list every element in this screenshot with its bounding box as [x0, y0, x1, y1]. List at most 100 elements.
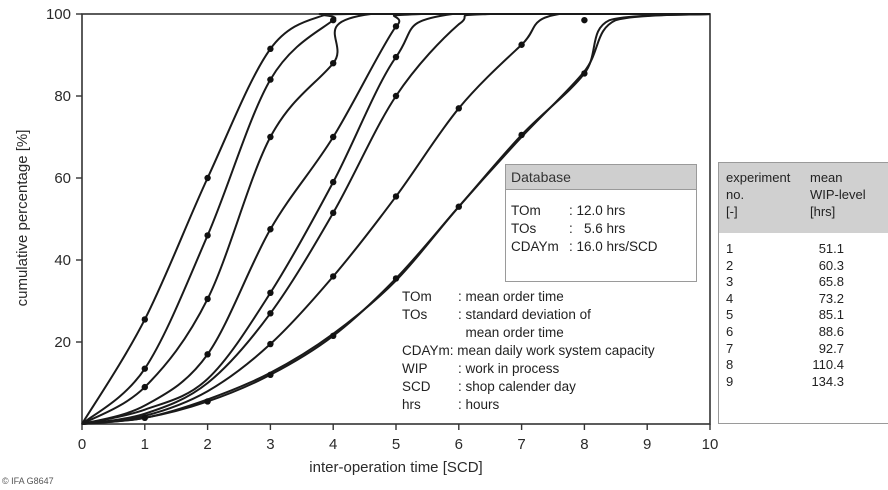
- header-line: [hrs]: [810, 204, 836, 219]
- data-point: [455, 203, 462, 210]
- legend-row: mean order time: [402, 324, 655, 342]
- data-point: [330, 133, 337, 141]
- experiment-no: 4: [726, 290, 734, 306]
- data-point: [204, 232, 211, 239]
- database-value: : 16.0 hrs/SCD: [569, 239, 658, 254]
- table-row: 4 73.2: [726, 291, 888, 308]
- wip-level-value: 85.1: [818, 307, 844, 323]
- wip-level-value: 73.2: [818, 290, 844, 306]
- data-point: [330, 60, 337, 67]
- y-axis-label: cumulative percentage [%]: [14, 130, 31, 307]
- table-row: 9 134.3: [726, 374, 888, 391]
- data-point: [267, 310, 274, 317]
- x-tick-label: 0: [78, 436, 86, 453]
- wip-level-value: 65.8: [818, 274, 844, 290]
- x-tick-label: 2: [203, 436, 211, 453]
- table-row: 8 110.4: [726, 357, 888, 374]
- data-point: [141, 316, 148, 323]
- legend-value: mean order time: [458, 325, 564, 340]
- legend-row: TOs : standard deviation of: [402, 306, 655, 324]
- data-point: [581, 16, 588, 24]
- data-point: [518, 41, 525, 48]
- database-key: TOm: [511, 203, 541, 218]
- database-row: TOm: 12.0 hrs: [511, 202, 696, 220]
- y-tick-label: 100: [46, 6, 71, 23]
- database-row: TOs : 5.6 hrs: [511, 220, 696, 238]
- experiment-no: 2: [726, 257, 734, 273]
- data-point: [267, 226, 274, 233]
- experiment-no: 8: [726, 357, 734, 373]
- legend-key: CDAYm:: [402, 343, 454, 358]
- data-point: [392, 275, 400, 282]
- database-rows: TOm: 12.0 hrs TOs : 5.6 hrs CDAYm : 16.0 hrs…: [506, 190, 696, 256]
- y-tick-label: 20: [54, 334, 71, 351]
- data-point: [581, 70, 588, 77]
- data-point: [267, 371, 274, 378]
- legend-row: hrs : hours: [402, 396, 655, 414]
- data-point: [204, 295, 211, 303]
- legend-value: : shop calender day: [458, 379, 576, 394]
- table-header: experiment no. [-] mean WIP-level [hrs]: [719, 163, 888, 233]
- data-point: [267, 133, 274, 141]
- x-tick-label: 3: [266, 436, 274, 453]
- data-point: [141, 383, 148, 391]
- data-point: [267, 289, 274, 296]
- table-row: 6 88.6: [726, 324, 888, 341]
- header-experiment: experiment no. [-]: [726, 169, 810, 233]
- x-tick-label: 5: [392, 436, 400, 453]
- copyright-note: © IFA G8647: [2, 476, 54, 486]
- legend-row: WIP: work in process: [402, 360, 655, 378]
- legend-value: : hours: [458, 397, 500, 412]
- y-tick-label: 80: [54, 88, 71, 105]
- data-point: [392, 193, 400, 200]
- database-key: TOs: [511, 221, 537, 236]
- table-row: 1 51.1: [726, 241, 888, 258]
- database-row: CDAYm : 16.0 hrs/SCD: [511, 238, 696, 256]
- experiment-no: 6: [726, 323, 734, 339]
- x-tick-label: 4: [329, 436, 337, 453]
- x-axis-label: inter-operation time [SCD]: [309, 459, 482, 476]
- database-value: : 5.6 hrs: [569, 221, 626, 236]
- legend-row: TOm: mean order time: [402, 288, 655, 306]
- header-line: [-]: [726, 204, 738, 219]
- experiment-no: 1: [726, 241, 734, 256]
- y-tick-label: 40: [54, 252, 71, 269]
- data-point: [392, 92, 400, 100]
- header-line: WIP-level: [810, 187, 866, 202]
- data-point: [330, 16, 337, 24]
- data-point: [455, 105, 462, 112]
- legend-row: CDAYm: mean daily work system capacity: [402, 342, 655, 360]
- data-point: [204, 174, 211, 182]
- database-key: CDAYm: [511, 239, 559, 254]
- data-point: [267, 76, 274, 83]
- database-title: Database: [506, 165, 696, 190]
- data-point: [392, 53, 400, 61]
- legend-key: WIP: [402, 361, 428, 376]
- legend-row: SCD : shop calender day: [402, 378, 655, 396]
- data-point: [330, 332, 337, 340]
- data-point: [392, 23, 400, 30]
- legend-key: TOs: [402, 307, 428, 322]
- legend-key: hrs: [402, 397, 421, 412]
- table-row: 7 92.7: [726, 341, 888, 358]
- x-tick-label: 6: [455, 436, 463, 453]
- legend-value: mean daily work system capacity: [453, 343, 655, 358]
- data-point: [330, 178, 337, 186]
- experiment-no: 9: [726, 373, 734, 389]
- database-box: Database TOm: 12.0 hrs TOs : 5.6 hrs CDAYm:…: [505, 164, 697, 282]
- legend-key: SCD: [402, 379, 431, 394]
- wip-table: experiment no. [-] mean WIP-level [hrs] 1 51.…: [718, 162, 888, 424]
- wip-level-value: 134.3: [811, 373, 844, 389]
- data-point: [141, 365, 148, 372]
- table-row: 3 65.8: [726, 274, 888, 291]
- wip-level-value: 60.3: [818, 257, 844, 273]
- experiment-no: 3: [726, 274, 734, 290]
- chart-lines: [81, 12, 711, 425]
- series-line-6: [81, 13, 710, 425]
- data-point: [330, 273, 337, 280]
- data-point: [267, 45, 274, 53]
- data-point: [204, 398, 211, 405]
- legend-value: : standard deviation of: [458, 307, 591, 322]
- wip-level-value: 51.1: [818, 241, 844, 256]
